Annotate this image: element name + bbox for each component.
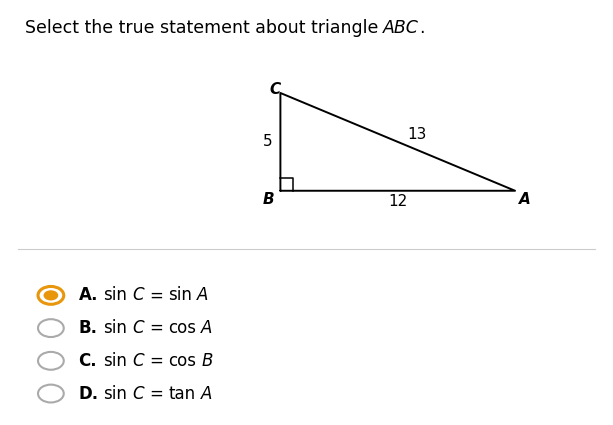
Text: 13: 13 [408, 127, 427, 142]
Text: cos: cos [168, 319, 196, 337]
Text: 5: 5 [263, 134, 273, 149]
Text: =: = [149, 286, 163, 304]
Text: 12: 12 [388, 194, 408, 209]
Text: =: = [149, 352, 163, 370]
Text: .: . [419, 19, 425, 37]
Text: A: A [200, 385, 212, 402]
Text: C: C [132, 352, 143, 370]
Text: sin: sin [168, 286, 192, 304]
Text: A.: A. [78, 286, 98, 304]
Text: A: A [519, 192, 531, 207]
Text: A: A [201, 319, 213, 337]
Text: Select the true statement about triangle: Select the true statement about triangle [25, 19, 383, 37]
Text: tan: tan [168, 385, 195, 402]
Text: C: C [132, 385, 143, 402]
Text: C: C [132, 319, 143, 337]
Text: sin: sin [103, 352, 127, 370]
Text: C: C [132, 286, 143, 304]
Text: D.: D. [78, 385, 99, 402]
Text: B: B [263, 192, 275, 207]
Text: B.: B. [78, 319, 97, 337]
Text: sin: sin [103, 319, 127, 337]
Text: ABC: ABC [383, 19, 419, 37]
Text: =: = [149, 319, 163, 337]
Text: cos: cos [168, 352, 196, 370]
Text: sin: sin [103, 385, 127, 402]
Text: sin: sin [103, 286, 127, 304]
Text: C: C [270, 82, 281, 96]
Text: C.: C. [78, 352, 97, 370]
Text: B: B [201, 352, 213, 370]
Text: =: = [149, 385, 163, 402]
Text: A: A [197, 286, 208, 304]
